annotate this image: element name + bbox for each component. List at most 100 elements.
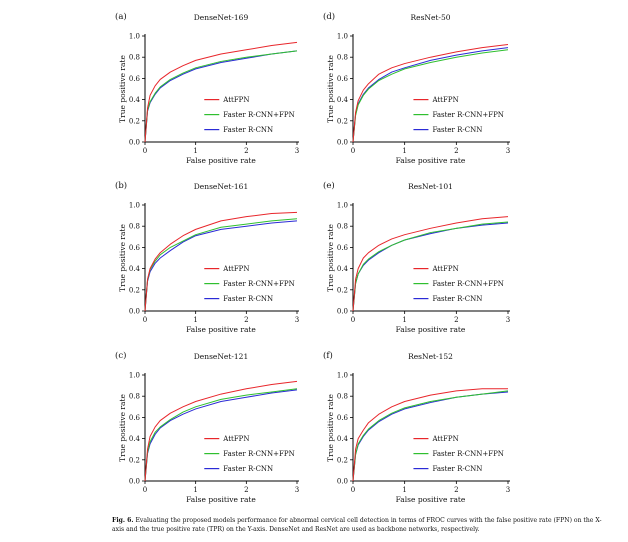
x-axis-label: False positive rate [396, 156, 466, 165]
y-tick-label: 0.6 [129, 244, 141, 252]
series-line-faster-r-cnn-fpn [144, 50, 298, 143]
panel-label: (f) [323, 350, 333, 361]
y-axis-label: True positive rate [326, 55, 335, 123]
series-line-attfpn [144, 380, 298, 482]
legend-label: Faster R-CNN+FPN [223, 450, 294, 458]
x-tick-label: 1 [402, 316, 406, 324]
legend-label: Faster R-CNN+FPN [223, 280, 294, 288]
x-axis-label: False positive rate [186, 495, 256, 504]
x-tick-label: 1 [193, 147, 197, 155]
y-tick-label: 0.2 [129, 456, 140, 464]
chart-title: DenseNet-169 [194, 13, 249, 22]
chart-panel-3: (b) DenseNet-161 0.0 0.2 0.4 0.6 0.8 1.0 0 1 2 3 Fal… [115, 180, 299, 334]
x-tick-label: 1 [193, 486, 197, 494]
y-tick-label: 0.4 [129, 265, 141, 273]
panel-label: (d) [323, 11, 335, 22]
y-tick-label: 1.0 [337, 33, 348, 41]
y-tick-label: 0.0 [337, 139, 348, 147]
x-tick-label: 3 [295, 486, 299, 494]
x-tick-label: 2 [244, 316, 248, 324]
y-tick-label: 0.0 [129, 478, 140, 486]
x-tick-label: 1 [402, 147, 406, 155]
y-axis-label: True positive rate [326, 224, 335, 292]
series-line-faster-r-cnn [144, 220, 298, 312]
y-tick-label: 0.6 [337, 414, 349, 422]
x-tick-label: 2 [454, 316, 458, 324]
x-tick-label: 0 [351, 316, 355, 324]
x-tick-label: 2 [244, 486, 248, 494]
y-tick-label: 0.4 [337, 265, 349, 273]
panel-label: (e) [323, 180, 335, 191]
caption-text: Evaluating the proposed models performan… [112, 517, 602, 533]
y-tick-label: 1.0 [337, 202, 348, 210]
x-tick-label: 1 [402, 486, 406, 494]
y-tick-label: 0.6 [129, 414, 141, 422]
legend-label: Faster R-CNN+FPN [223, 111, 294, 119]
y-tick-label: 1.0 [129, 202, 140, 210]
y-axis-label: True positive rate [118, 394, 127, 462]
legend-label: Faster R-CNN+FPN [432, 450, 503, 458]
x-tick-label: 2 [454, 147, 458, 155]
x-tick-label: 0 [351, 147, 355, 155]
series-line-faster-r-cnn [352, 47, 509, 143]
legend-label: Faster R-CNN [432, 126, 482, 134]
y-tick-label: 0.6 [337, 75, 349, 83]
series-line-faster-r-cnn [352, 222, 509, 312]
series-line-faster-r-cnn-fpn [144, 218, 298, 312]
legend-label: AttFPN [222, 435, 249, 443]
series-line-faster-r-cnn-fpn [144, 388, 298, 482]
y-tick-label: 0.0 [337, 308, 348, 316]
series-line-faster-r-cnn-fpn [352, 390, 509, 482]
legend-label: Faster R-CNN [432, 465, 482, 473]
x-tick-label: 0 [143, 486, 147, 494]
x-tick-label: 3 [506, 316, 510, 324]
y-tick-label: 0.2 [337, 117, 348, 125]
x-tick-label: 3 [295, 147, 299, 155]
series-line-attfpn [352, 216, 509, 312]
chart-panel-4: (e) ResNet-101 0.0 0.2 0.4 0.6 0.8 1.0 0 1 2 3 False… [323, 180, 510, 334]
series-line-attfpn [144, 211, 298, 312]
panel-label: (b) [115, 180, 127, 191]
y-tick-label: 0.0 [129, 139, 140, 147]
legend-label: AttFPN [222, 96, 249, 104]
y-tick-label: 0.2 [337, 286, 348, 294]
series-line-attfpn [352, 43, 509, 143]
y-tick-label: 0.8 [337, 223, 348, 231]
x-axis-label: False positive rate [396, 325, 466, 334]
chart-title: DenseNet-161 [194, 182, 248, 191]
y-tick-label: 0.8 [129, 54, 140, 62]
x-tick-label: 0 [143, 147, 147, 155]
x-tick-label: 1 [193, 316, 197, 324]
panel-label: (c) [115, 350, 126, 361]
y-tick-label: 0.0 [129, 308, 140, 316]
y-tick-label: 0.2 [129, 117, 140, 125]
y-tick-label: 0.8 [337, 393, 348, 401]
y-axis-label: True positive rate [326, 394, 335, 462]
legend-label: AttFPN [222, 265, 249, 273]
x-tick-label: 0 [143, 316, 147, 324]
figure-caption: Fig. 6. Evaluating the proposed models p… [112, 516, 612, 534]
legend-label: Faster R-CNN [432, 295, 482, 303]
y-axis-label: True positive rate [118, 55, 127, 123]
x-tick-label: 0 [351, 486, 355, 494]
legend-label: Faster R-CNN [223, 295, 273, 303]
y-tick-label: 0.2 [129, 286, 140, 294]
y-tick-label: 0.2 [337, 456, 348, 464]
x-tick-label: 3 [506, 147, 510, 155]
x-tick-label: 3 [506, 486, 510, 494]
chart-title: ResNet-152 [408, 352, 453, 361]
series-line-faster-r-cnn-fpn [352, 221, 509, 312]
legend-label: AttFPN [431, 265, 458, 273]
series-line-faster-r-cnn [144, 50, 298, 143]
x-tick-label: 2 [454, 486, 458, 494]
chart-title: DenseNet-121 [194, 352, 248, 361]
x-axis-label: False positive rate [396, 495, 466, 504]
legend-label: Faster R-CNN+FPN [432, 280, 503, 288]
series-line-faster-r-cnn [352, 391, 509, 482]
legend-label: AttFPN [431, 96, 458, 104]
x-axis-label: False positive rate [186, 325, 256, 334]
chart-panel-5: (c) DenseNet-121 0.0 0.2 0.4 0.6 0.8 1.0 0 1 2 3 Fal… [115, 350, 299, 504]
y-tick-label: 1.0 [129, 372, 140, 380]
x-tick-label: 2 [244, 147, 248, 155]
